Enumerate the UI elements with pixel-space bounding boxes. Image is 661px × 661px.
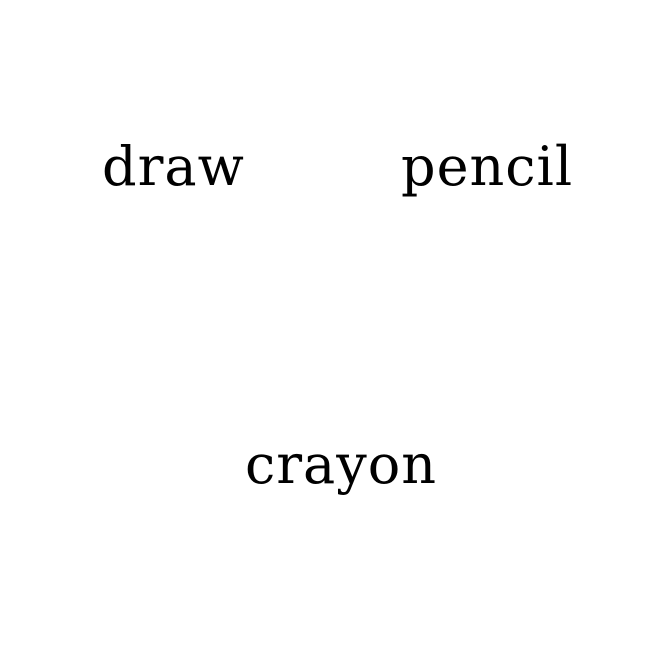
- word-crayon: crayon: [245, 433, 438, 496]
- word-draw: draw: [102, 135, 245, 198]
- word-pencil: pencil: [401, 135, 574, 198]
